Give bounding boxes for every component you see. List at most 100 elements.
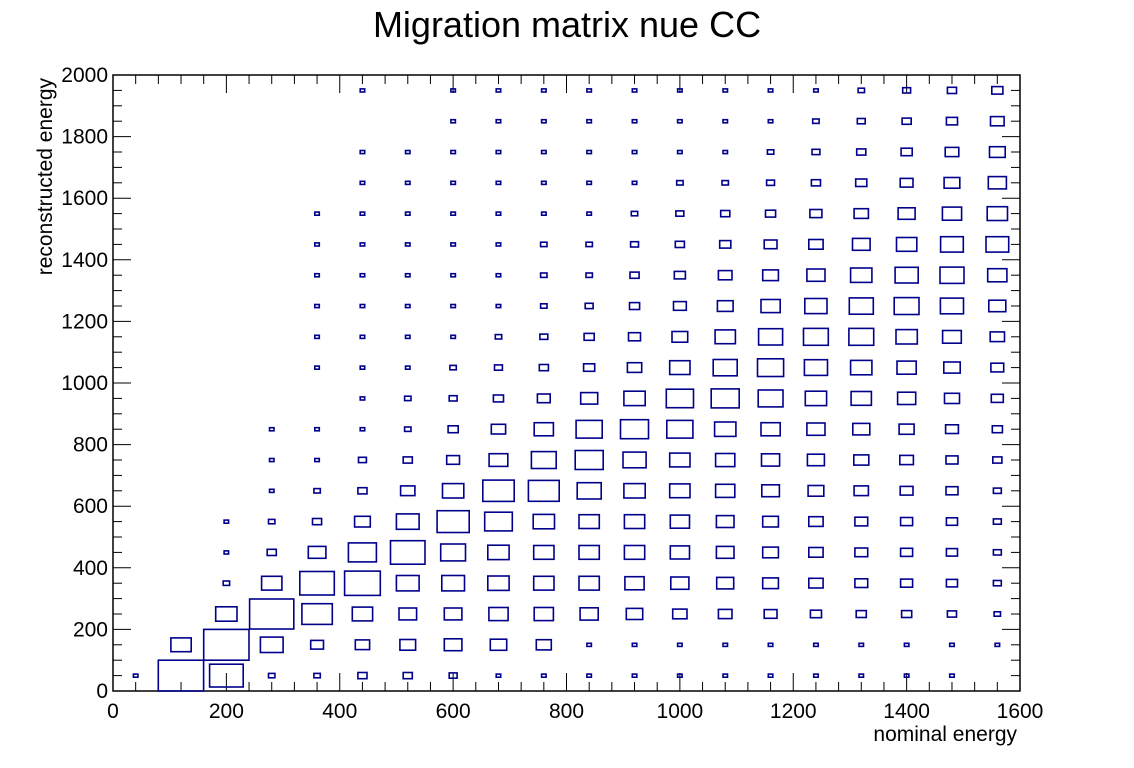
matrix-box: [311, 517, 323, 526]
matrix-box: [992, 548, 1003, 556]
matrix-box: [631, 118, 638, 124]
matrix-box: [945, 516, 959, 527]
matrix-box: [893, 296, 920, 316]
matrix-box: [855, 609, 868, 619]
matrix-box: [811, 148, 821, 156]
matrix-box: [715, 514, 735, 529]
matrix-box: [761, 546, 780, 559]
matrix-box: [343, 570, 382, 597]
matrix-box: [851, 422, 871, 436]
matrix-box: [540, 180, 547, 186]
matrix-box: [631, 180, 638, 186]
matrix-box: [357, 486, 368, 495]
matrix-box: [260, 575, 283, 591]
x-tick-label: 1600: [997, 700, 1044, 723]
matrix-box: [761, 577, 780, 590]
matrix-box: [354, 639, 371, 651]
matrix-box: [584, 302, 594, 310]
matrix-box: [586, 149, 593, 155]
matrix-box: [495, 180, 502, 186]
matrix-box: [359, 149, 366, 155]
matrix-box: [267, 518, 276, 525]
matrix-box: [849, 267, 873, 284]
matrix-box: [994, 642, 1001, 648]
matrix-box: [671, 330, 689, 343]
matrix-box: [850, 390, 873, 407]
matrix-box: [309, 639, 325, 650]
y-tick-label: 0: [96, 680, 108, 703]
y-tick-label: 200: [73, 618, 108, 641]
matrix-box: [313, 303, 321, 309]
matrix-box: [625, 607, 644, 621]
y-tick-label: 800: [73, 434, 108, 457]
matrix-box: [672, 300, 688, 312]
matrix-box: [763, 239, 778, 250]
matrix-box: [668, 359, 691, 376]
matrix-box: [899, 547, 914, 558]
matrix-box: [313, 211, 321, 217]
matrix-box: [945, 485, 959, 496]
matrix-box: [622, 451, 647, 469]
matrix-box: [402, 456, 414, 464]
matrix-box: [490, 423, 507, 435]
y-tick-label: 1200: [61, 310, 108, 333]
matrix-box: [760, 298, 782, 314]
matrix-box: [578, 513, 601, 530]
matrix-box: [631, 149, 638, 155]
matrix-box: [760, 483, 781, 498]
matrix-box: [313, 457, 321, 463]
matrix-box: [440, 574, 466, 592]
matrix-box: [586, 642, 593, 648]
matrix-box: [852, 454, 870, 466]
matrix-box: [986, 267, 1008, 283]
matrix-box: [806, 268, 826, 283]
matrix-box: [449, 364, 458, 371]
matrix-box: [900, 609, 913, 619]
matrix-box: [992, 518, 1003, 526]
matrix-box: [539, 333, 549, 341]
matrix-box: [298, 570, 336, 596]
matrix-box: [722, 673, 729, 678]
matrix-box: [757, 327, 784, 346]
matrix-box: [530, 450, 558, 470]
matrix-box: [532, 513, 556, 530]
matrix-box: [313, 487, 322, 494]
matrix-box: [403, 426, 412, 433]
matrix-box: [202, 628, 250, 662]
matrix-box: [439, 543, 467, 562]
matrix-box: [676, 118, 683, 124]
matrix-box: [669, 576, 690, 591]
matrix-box: [992, 579, 1003, 587]
matrix-box: [807, 546, 824, 558]
matrix-box: [858, 673, 865, 678]
matrix-box: [267, 672, 276, 679]
matrix-box: [987, 175, 1008, 190]
matrix-box: [535, 638, 553, 651]
matrix-box: [586, 118, 593, 124]
matrix-box: [717, 269, 733, 281]
matrix-box: [576, 481, 603, 500]
y-tick-label: 1600: [61, 187, 108, 210]
y-tick-label: 1400: [61, 249, 108, 272]
matrix-box: [811, 118, 820, 125]
matrix-box: [715, 545, 735, 560]
matrix-box: [898, 454, 915, 466]
matrix-box: [395, 574, 420, 592]
matrix-box: [903, 673, 910, 678]
matrix-box: [760, 421, 782, 437]
matrix-box: [357, 456, 368, 464]
matrix-box: [756, 357, 785, 378]
matrix-box: [495, 673, 502, 678]
matrix-box: [903, 642, 910, 648]
matrix-box: [985, 235, 1010, 253]
matrix-box: [714, 329, 737, 345]
matrix-box: [450, 118, 457, 124]
matrix-box: [359, 272, 366, 278]
matrix-box: [443, 637, 463, 652]
matrix-box: [574, 449, 605, 471]
x-tick-labels: 0 200 400 600 800 1000 1200 1400 1600: [107, 700, 1043, 723]
matrix-box: [713, 421, 737, 438]
matrix-box: [540, 149, 547, 155]
matrix-box: [990, 362, 1005, 373]
matrix-box: [579, 606, 599, 621]
